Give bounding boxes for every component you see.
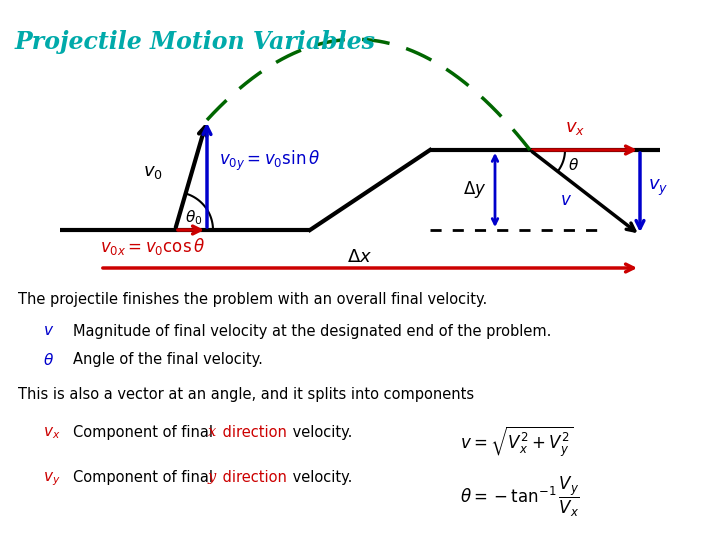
Text: velocity.: velocity.	[288, 470, 352, 485]
Text: Angle of the final velocity.: Angle of the final velocity.	[73, 352, 263, 367]
Text: This is also a vector at an angle, and it splits into components: This is also a vector at an angle, and i…	[18, 387, 474, 402]
Text: $\theta = -\tan^{-1}\dfrac{V_y}{V_x}$: $\theta = -\tan^{-1}\dfrac{V_y}{V_x}$	[460, 475, 580, 519]
Text: $v_0$: $v_0$	[143, 163, 163, 181]
Text: $v_y$: $v_y$	[43, 470, 60, 488]
Text: $\theta_0$: $\theta_0$	[185, 208, 202, 227]
Text: Projectile Motion Variables: Projectile Motion Variables	[15, 30, 376, 54]
Text: $\theta$: $\theta$	[568, 157, 579, 173]
Text: x: x	[208, 425, 216, 439]
Text: Magnitude of final velocity at the designated end of the problem.: Magnitude of final velocity at the desig…	[73, 324, 552, 339]
Text: direction: direction	[218, 425, 287, 440]
Text: Component of final: Component of final	[73, 425, 217, 440]
Text: $\theta$: $\theta$	[43, 352, 54, 368]
Text: $v_x$: $v_x$	[43, 425, 60, 441]
Text: direction: direction	[218, 470, 287, 485]
Text: $v_y$: $v_y$	[648, 178, 668, 198]
Text: $v$: $v$	[43, 324, 54, 338]
Text: $v$: $v$	[560, 192, 572, 209]
Text: y: y	[208, 470, 216, 484]
Text: Component of final: Component of final	[73, 470, 217, 485]
Text: $\Delta x$: $\Delta x$	[348, 248, 372, 266]
Text: $v_{0x}= v_0 \cos \theta$: $v_{0x}= v_0 \cos \theta$	[100, 236, 205, 257]
Text: $v_x$: $v_x$	[565, 119, 585, 137]
Text: $\Delta y$: $\Delta y$	[463, 179, 487, 200]
Text: $v_{0y}= v_0 \sin \theta$: $v_{0y}= v_0 \sin \theta$	[219, 149, 320, 173]
Text: velocity.: velocity.	[288, 425, 352, 440]
Text: The projectile finishes the problem with an overall final velocity.: The projectile finishes the problem with…	[18, 292, 487, 307]
Text: $v = \sqrt{V_x^2 + V_y^2}$: $v = \sqrt{V_x^2 + V_y^2}$	[460, 425, 573, 460]
